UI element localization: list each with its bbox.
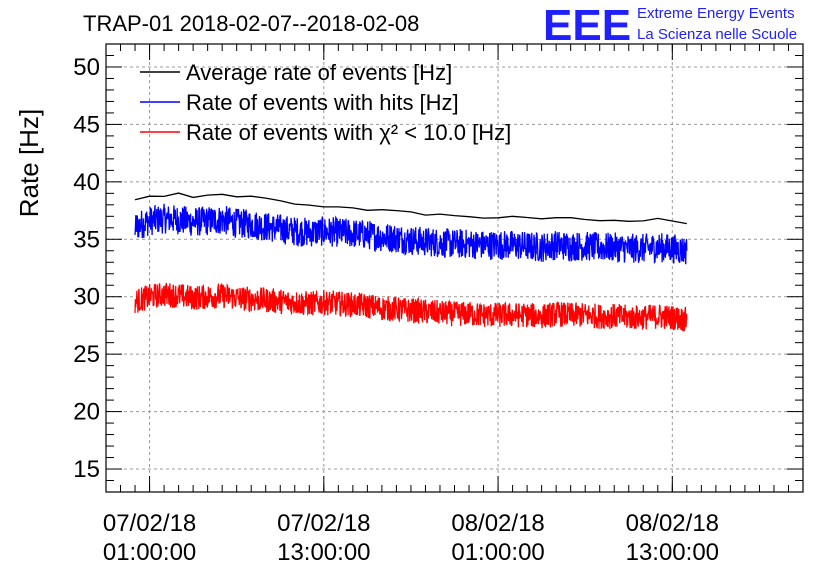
y-axis-label: Rate [Hz] xyxy=(14,109,44,217)
chart-title: TRAP-01 2018-02-07--2018-02-08 xyxy=(83,11,419,36)
y-tick-label: 40 xyxy=(73,169,100,196)
x-tick-label-date: 07/02/18 xyxy=(277,510,370,537)
x-tick-label-time: 01:00:00 xyxy=(103,539,196,566)
axes: 152025303540455007/02/1801:00:0007/02/18… xyxy=(73,43,804,566)
series-line-2 xyxy=(134,203,688,265)
logo-mark: EEE xyxy=(543,1,631,50)
x-tick-label-time: 13:00:00 xyxy=(277,539,370,566)
y-tick-label: 20 xyxy=(73,399,100,426)
y-tick-label: 25 xyxy=(73,341,100,368)
logo-line-2: La Scienza nelle Scuole xyxy=(637,26,797,43)
legend-label-3: Rate of events with χ² < 10.0 [Hz] xyxy=(186,120,511,145)
x-tick-label-time: 13:00:00 xyxy=(626,539,719,566)
series-line-3 xyxy=(134,282,688,332)
plot-frame xyxy=(105,43,804,493)
series-lines xyxy=(134,192,688,332)
legend: Average rate of events [Hz] Rate of event… xyxy=(140,60,511,145)
y-tick-label: 50 xyxy=(73,54,100,81)
legend-label-2: Rate of events with hits [Hz] xyxy=(186,90,459,115)
y-tick-label: 45 xyxy=(73,111,100,138)
x-tick-label-time: 01:00:00 xyxy=(451,539,544,566)
legend-label-1: Average rate of events [Hz] xyxy=(186,60,452,85)
eee-logo: EEE Extreme Energy Events La Scienza nel… xyxy=(543,1,797,50)
x-tick-label-date: 08/02/18 xyxy=(451,510,544,537)
x-tick-label-date: 07/02/18 xyxy=(103,510,196,537)
series-line-1 xyxy=(134,192,687,225)
y-tick-label: 30 xyxy=(73,284,100,311)
x-tick-label-date: 08/02/18 xyxy=(626,510,719,537)
y-tick-label: 35 xyxy=(73,226,100,253)
logo-line-1: Extreme Energy Events xyxy=(637,5,795,22)
y-tick-label: 15 xyxy=(73,456,100,483)
